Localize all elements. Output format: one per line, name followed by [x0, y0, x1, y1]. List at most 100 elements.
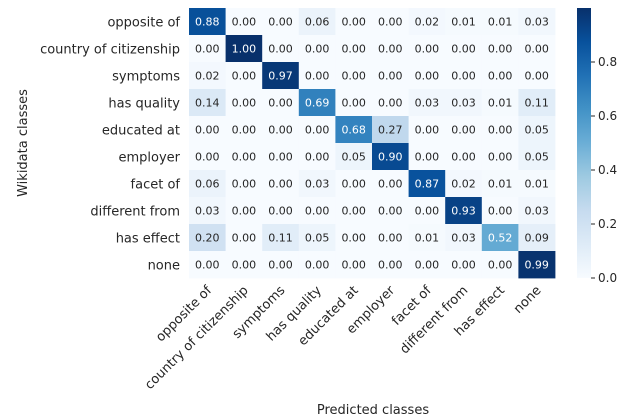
heatmap-cell-value: 0.03 [415, 97, 440, 110]
heatmap-cell-value: 0.05 [524, 151, 549, 164]
heatmap-cell [518, 8, 556, 36]
heatmap-cell [372, 89, 409, 117]
heatmap-cell [225, 8, 263, 36]
heatmap-cell-value: 0.01 [488, 178, 513, 191]
heatmap-cell-value: 0.00 [232, 178, 257, 191]
colorbar-tick-label: 0.6 [598, 109, 617, 123]
heatmap-cell [262, 35, 300, 63]
heatmap-cell [445, 89, 483, 117]
heatmap-cell [408, 89, 446, 117]
heatmap-cell [225, 251, 263, 279]
heatmap-cell [518, 35, 556, 63]
heatmap-cell [225, 116, 263, 144]
y-tick-label: symptoms [112, 70, 180, 85]
y-axis-label: Wikidata classes [16, 89, 31, 197]
heatmap-cell [518, 197, 556, 225]
heatmap-cell [408, 170, 446, 198]
y-tick-label: facet of [131, 178, 181, 193]
heatmap-cell-value: 0.05 [305, 232, 330, 245]
heatmap-cell-value: 0.00 [305, 70, 330, 83]
heatmap-cell [445, 251, 483, 279]
heatmap-cell [445, 62, 483, 90]
heatmap-cell [372, 8, 409, 36]
heatmap-cell-value: 0.20 [195, 232, 220, 245]
heatmap-cell [189, 143, 226, 171]
heatmap-cell-value: 0.06 [305, 16, 330, 29]
y-tick-label: has effect [116, 232, 180, 247]
heatmap-cell-value: 0.00 [488, 70, 513, 83]
colorbar [577, 8, 591, 278]
heatmap-cell [298, 35, 336, 63]
heatmap-cell-value: 0.00 [232, 124, 257, 137]
heatmap-cell-value: 0.93 [451, 205, 476, 218]
heatmap-cell-value: 0.00 [415, 205, 440, 218]
heatmap-cell [481, 251, 519, 279]
heatmap-cell [189, 62, 226, 90]
y-tick-label: none [148, 259, 180, 274]
heatmap-cell-value: 0.00 [195, 43, 220, 56]
heatmap-cell [335, 170, 373, 198]
heatmap-cell [372, 251, 409, 279]
heatmap-cell [445, 197, 483, 225]
heatmap-cell-value: 0.01 [415, 232, 440, 245]
heatmap-cell [445, 116, 483, 144]
colorbar-tick-label: 0.4 [598, 163, 617, 177]
heatmap-cell-value: 0.00 [341, 205, 366, 218]
heatmap-cell [518, 170, 556, 198]
heatmap-cell-value: 0.00 [268, 124, 293, 137]
heatmap-cell [481, 143, 519, 171]
heatmap-cell-value: 0.00 [415, 124, 440, 137]
heatmap-cell [298, 197, 336, 225]
heatmap-cell-value: 0.09 [524, 232, 549, 245]
heatmap-cell [298, 8, 336, 36]
heatmap-cell [189, 116, 226, 144]
heatmap-cell-value: 0.00 [451, 70, 476, 83]
heatmap-cell-value: 0.00 [488, 151, 513, 164]
heatmap-cell-value: 0.00 [341, 178, 366, 191]
y-tick-label: educated at [102, 124, 180, 139]
heatmap-cell-value: 0.01 [451, 16, 476, 29]
heatmap-cell [262, 89, 300, 117]
heatmap-cell [189, 197, 226, 225]
heatmap-cell-value: 0.11 [268, 232, 293, 245]
heatmap-cells [189, 8, 556, 279]
heatmap-cell [335, 116, 373, 144]
heatmap-cell-value: 0.00 [268, 97, 293, 110]
heatmap-cell-value: 0.00 [451, 124, 476, 137]
heatmap-cell [262, 8, 300, 36]
heatmap-cell-value: 0.87 [415, 178, 440, 191]
heatmap-cell [298, 116, 336, 144]
x-axis-label: Predicted classes [317, 403, 429, 418]
heatmap-cell-value: 1.00 [232, 43, 257, 56]
heatmap-cell [225, 62, 263, 90]
heatmap-cell [225, 170, 263, 198]
heatmap-cell [481, 197, 519, 225]
heatmap-cell [445, 143, 483, 171]
heatmap-cell-value: 0.11 [524, 97, 549, 110]
heatmap-cell [335, 143, 373, 171]
heatmap-cell [481, 224, 519, 252]
heatmap-cell [372, 143, 409, 171]
heatmap-cell-value: 0.00 [268, 178, 293, 191]
heatmap-cell-value: 0.00 [524, 43, 549, 56]
heatmap-cell [372, 224, 409, 252]
heatmap-cell-value: 0.01 [488, 16, 513, 29]
heatmap-cell [518, 251, 556, 279]
heatmap-cell [445, 35, 483, 63]
heatmap-cell [481, 89, 519, 117]
heatmap-cell-value: 0.00 [305, 151, 330, 164]
heatmap-cell [481, 62, 519, 90]
heatmap-cell [225, 197, 263, 225]
heatmap-cell-value: 0.00 [195, 151, 220, 164]
y-tick-label: opposite of [107, 16, 180, 31]
heatmap-cell [372, 170, 409, 198]
heatmap-cell-value: 0.00 [268, 151, 293, 164]
heatmap-cell-value: 0.00 [305, 43, 330, 56]
heatmap-cell-value: 0.01 [488, 97, 513, 110]
heatmap-cell-value: 0.00 [488, 43, 513, 56]
heatmap-cell-value: 0.00 [232, 151, 257, 164]
heatmap-cell-value: 0.00 [268, 16, 293, 29]
heatmap-cell-value: 0.00 [268, 205, 293, 218]
heatmap-cell-value: 0.00 [415, 151, 440, 164]
